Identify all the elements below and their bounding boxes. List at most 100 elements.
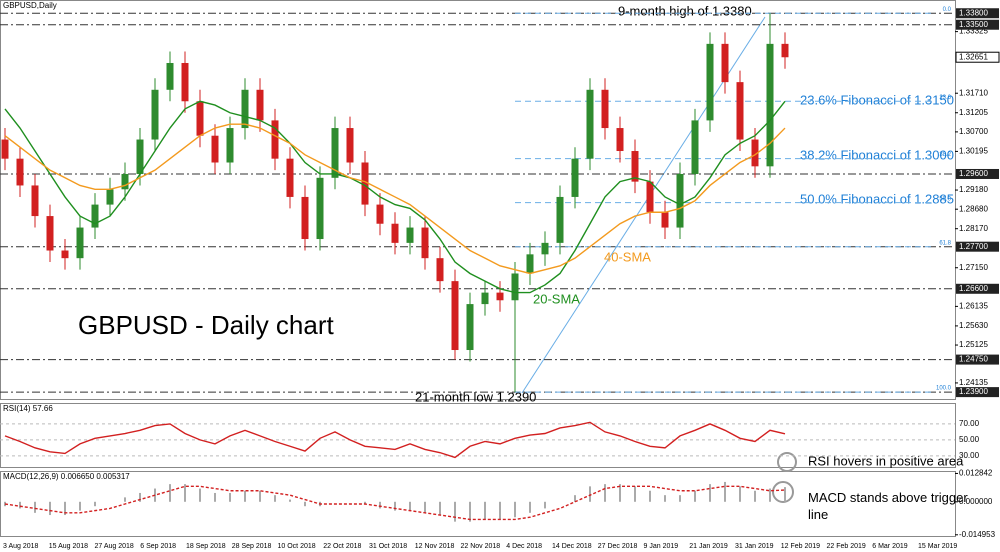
candle-body: [766, 43, 774, 167]
candle-body: [676, 173, 684, 228]
x-tick-label: 6 Mar 2019: [872, 543, 908, 550]
candle-body: [631, 151, 639, 182]
macd-bar: [499, 501, 501, 520]
y-tick-label: 1.26135: [959, 301, 988, 310]
y-tick-label: 0.000000: [959, 497, 993, 506]
macd-bar: [304, 501, 306, 507]
y-tick-label: 1.30195: [959, 147, 988, 156]
macd-bar: [529, 501, 531, 513]
macd-bar: [214, 492, 216, 502]
macd-bar: [484, 501, 486, 520]
level-label: 1.33800: [959, 8, 988, 17]
macd-bar: [424, 501, 426, 513]
macd-bar: [244, 490, 246, 502]
candle-body: [181, 62, 189, 102]
macd-bar: [169, 484, 171, 502]
level-box: [956, 354, 999, 365]
macd-bar: [259, 490, 261, 502]
x-tick-label: 15 Aug 2018: [49, 543, 88, 550]
macd-bar: [289, 499, 291, 502]
macd-bar: [589, 486, 591, 502]
x-tick-label: 31 Oct 2018: [369, 543, 407, 550]
candle-body: [646, 181, 654, 213]
x-tick-label: 14 Dec 2018: [552, 543, 592, 550]
candle-body: [301, 196, 309, 240]
fib-label: 38.2: [939, 152, 951, 158]
candle-body: [256, 89, 264, 121]
macd-bar: [679, 495, 681, 502]
level-box: [956, 8, 999, 19]
candle-body: [166, 62, 174, 90]
candle-body: [346, 128, 354, 163]
candle-body: [661, 212, 669, 228]
y-tick-label: 30.00: [959, 451, 980, 460]
y-tick-label: 1.33325: [959, 27, 988, 36]
y-tick-label: 1.28170: [959, 224, 988, 233]
macd-bar: [34, 501, 36, 513]
candle-body: [406, 227, 414, 243]
last-price: 1.32651: [959, 52, 988, 61]
annotation: 50.0% Fibonacci of 1.2885: [800, 191, 954, 206]
level-box: [956, 241, 999, 252]
x-tick-label: 12 Nov 2018: [415, 543, 455, 550]
candle-body: [511, 273, 519, 301]
macd-bar: [199, 488, 201, 502]
annotation: 21-month low 1.2390: [415, 389, 536, 404]
x-tick-label: 22 Oct 2018: [323, 543, 361, 550]
macd-bar: [649, 490, 651, 502]
candle-body: [241, 89, 249, 129]
y-tick-label: 50.00: [959, 435, 980, 444]
candle-body: [16, 158, 24, 186]
candle-body: [691, 120, 699, 174]
level-label: 1.24750: [959, 355, 988, 364]
candle-body: [496, 292, 504, 301]
level-box: [956, 283, 999, 294]
candle-body: [91, 204, 99, 228]
candle-body: [541, 242, 549, 255]
candle-body: [736, 82, 744, 140]
macd-bar: [79, 501, 81, 511]
macd-bar: [784, 487, 786, 502]
candle-body: [751, 139, 759, 167]
macd-bar: [769, 488, 771, 502]
annotation: 9-month high of 1.3380: [618, 3, 752, 18]
macd-bar: [184, 484, 186, 502]
macd-note: MACD stands above trigger line: [808, 490, 968, 522]
fib-label: 61.8: [939, 240, 951, 246]
macd-circle: [772, 481, 794, 503]
macd-bar: [724, 481, 726, 502]
macd-bar: [49, 501, 51, 516]
level-label: 1.33500: [959, 20, 988, 29]
y-tick-label: 1.28680: [959, 204, 988, 213]
candle-body: [421, 227, 429, 259]
x-tick-label: 31 Jan 2019: [735, 543, 774, 550]
level-label: 1.23900: [959, 387, 988, 396]
macd-bar: [619, 484, 621, 502]
rsi-frame: [0, 403, 956, 468]
macd-bar: [544, 501, 546, 509]
candle-body: [61, 250, 69, 259]
rsi-label: RSI(14) 57.66: [3, 404, 53, 413]
macd-bar: [139, 492, 141, 502]
candle-body: [211, 135, 219, 163]
candle-body: [286, 158, 294, 197]
candle-body: [76, 227, 84, 259]
level-label: 1.29600: [959, 169, 988, 178]
candle-body: [481, 292, 489, 305]
level-label: 1.27700: [959, 242, 988, 251]
candle-body: [121, 173, 129, 190]
candle-body: [781, 43, 789, 58]
annotation: 40-SMA: [604, 249, 651, 264]
x-tick-label: 28 Sep 2018: [232, 543, 272, 550]
candle-body: [556, 196, 564, 243]
fib-label: 0.0: [943, 7, 952, 13]
macd-bar: [694, 490, 696, 502]
candle-body: [196, 101, 204, 136]
y-tick-label: 1.30700: [959, 127, 988, 136]
macd-bar: [19, 501, 21, 509]
x-tick-label: 10 Oct 2018: [278, 543, 316, 550]
macd-bar: [739, 486, 741, 502]
y-tick-label: 1.24135: [959, 378, 988, 387]
macd-bar: [664, 495, 666, 502]
x-tick-label: 4 Dec 2018: [506, 543, 542, 550]
